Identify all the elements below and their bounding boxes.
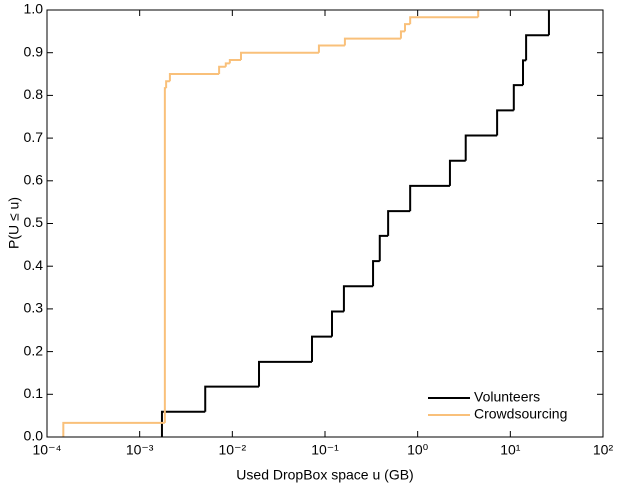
y-tick-label: 0.7 [24,129,44,145]
x-tick-label: 10⁻² [219,442,247,458]
step-segment [409,16,479,25]
y-tick-label: 0.2 [24,342,44,358]
y-tick-label: 0.1 [24,385,44,401]
x-tick-label: 10² [593,442,614,458]
step-segment [512,84,524,111]
step-segment [409,184,450,212]
x-tick-label: 10⁰ [407,442,429,458]
legend-label: Volunteers [474,389,540,405]
y-tick-label: 0.3 [24,300,44,316]
x-axis-label: Used DropBox space u (GB) [236,467,413,483]
step-segment [317,44,345,53]
y-tick-label: 1.0 [24,1,44,17]
y-axis-label: P(U ≤ u) [6,197,22,249]
step-segment [224,62,230,67]
y-tick-label: 0.6 [24,172,44,188]
step-segment [343,37,401,46]
step-segment [404,23,411,32]
y-tick-label: 0.0 [24,428,44,444]
step-segment [258,360,313,387]
y-tick-label: 0.5 [24,214,44,230]
x-tick-label: 10⁻⁴ [33,442,62,458]
y-tick-label: 0.8 [24,86,44,102]
y-tick-label: 0.4 [24,257,44,273]
step-segment [522,59,527,86]
step-segment [378,234,389,262]
step-segment [239,51,319,60]
step-segment [228,58,241,64]
y-tick-label: 0.9 [24,43,44,59]
step-segment [165,80,170,89]
step-segment [218,65,226,75]
step-segment [331,310,344,337]
step-segment [163,87,167,423]
plot-frame [46,9,604,438]
legend-label: Crowdsourcing [474,406,567,422]
step-segment [372,260,380,287]
plot-marks [62,10,550,437]
step-segment [464,134,498,161]
x-tick-label: 10¹ [500,442,521,458]
step-segment [160,410,206,437]
step-segment [204,385,260,412]
step-segment [311,335,333,362]
step-segment [342,285,374,312]
step-segment [496,109,514,136]
x-tick-label: 10⁻³ [126,442,154,458]
step-segment [62,421,165,437]
step-segment [399,30,406,39]
step-segment [525,34,549,61]
step-segment [387,210,411,236]
step-segment [448,159,466,186]
x-tick-label: 10⁻¹ [311,442,339,458]
step-segment [168,73,220,82]
